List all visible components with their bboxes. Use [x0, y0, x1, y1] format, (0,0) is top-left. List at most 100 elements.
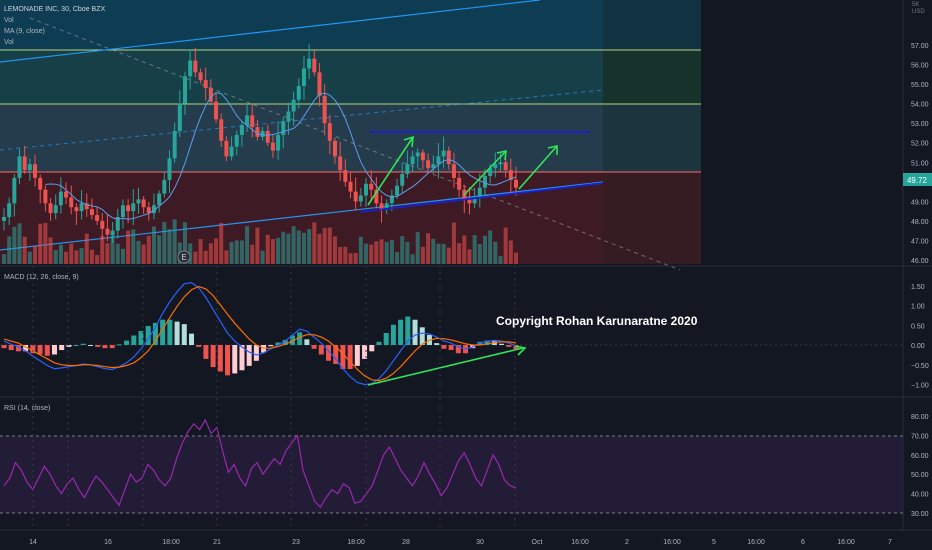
volume-bar — [270, 239, 275, 264]
vol-legend-2[interactable]: Vol — [4, 39, 14, 46]
volume-bar — [462, 235, 467, 264]
candle-body — [265, 131, 270, 143]
volume-bar — [415, 232, 420, 264]
volume-bar — [203, 250, 208, 264]
macd-hist-bar — [23, 345, 29, 352]
volume-bar — [498, 256, 503, 264]
fib-zone-top — [0, 0, 603, 50]
volume-bar — [374, 241, 379, 264]
macd-hist-bar — [80, 343, 86, 345]
channel-upper-line[interactable] — [0, 0, 541, 63]
ma-legend[interactable]: MA (9, close) — [4, 28, 45, 35]
candle-body — [508, 170, 513, 180]
macd-hist-bar — [441, 345, 447, 349]
volume-bar — [265, 234, 270, 264]
symbol-legend[interactable]: LEMONADE INC, 30, Cboe BZX — [4, 6, 105, 13]
volume-bar — [338, 246, 343, 264]
candle-body — [198, 72, 203, 81]
macd-hist-bar — [340, 345, 346, 370]
candle-body — [245, 115, 250, 126]
macd-hist-bar — [434, 343, 440, 345]
candle-body — [317, 72, 322, 96]
macd-hist-bar — [405, 316, 411, 345]
volume-bar — [43, 222, 48, 264]
candle-body — [286, 111, 291, 122]
candle-body — [224, 140, 229, 157]
rsi-tick: 40.00 — [911, 492, 929, 499]
vol-legend[interactable]: Vol — [4, 17, 14, 24]
volume-bar — [48, 237, 53, 264]
volume-bar — [477, 243, 482, 264]
price-tick: 46.00 — [911, 258, 929, 265]
last-price-badge — [903, 173, 932, 186]
volume-bar — [214, 238, 219, 264]
price-tick: 53.00 — [911, 121, 929, 128]
macd-pane[interactable]: Copyright Rohan Karunaratne 2020 — [0, 281, 903, 386]
price-tick: 52.00 — [911, 141, 929, 148]
volume-bar — [301, 232, 306, 264]
candle-body — [353, 191, 358, 202]
green-arrows — [367, 135, 558, 206]
macd-hist-bar — [124, 340, 130, 345]
volume-bar — [27, 251, 32, 264]
volume-bar — [482, 235, 487, 264]
macd-hist-bar — [455, 345, 461, 354]
candle-body — [219, 119, 224, 141]
macd-axis[interactable]: 1.50 1.00 0.50 0.00 −0.50 −1.00 — [911, 284, 929, 390]
price-axis[interactable]: 5K USD 57.00 56.00 55.00 54.00 53.00 52.00 51.… — [903, 2, 932, 265]
candle-body — [115, 217, 120, 231]
volume-bar — [224, 250, 229, 264]
volume-bar — [245, 226, 250, 264]
volume-bar — [296, 230, 301, 264]
volume-bar — [307, 229, 312, 264]
candle-body — [389, 195, 394, 204]
rsi-pane[interactable] — [0, 418, 903, 514]
volume-bar — [74, 250, 79, 264]
macd-hist-bar — [51, 345, 57, 355]
macd-hist-bar — [138, 331, 144, 345]
earnings-event-icon[interactable] — [177, 250, 191, 264]
volume-bar — [208, 243, 213, 264]
candle-body — [53, 205, 58, 214]
price-pane[interactable]: E — [0, 0, 701, 271]
candle-body — [374, 189, 379, 204]
time-tick: 6 — [801, 539, 805, 546]
rsi-axis[interactable]: 80.00 70.00 60.00 50.00 40.00 30.00 — [911, 414, 929, 518]
volume-bar — [451, 222, 456, 264]
volume-bar — [58, 244, 63, 264]
support-line[interactable] — [359, 182, 604, 213]
channel-mid-line[interactable] — [0, 89, 604, 151]
volume-bar — [260, 250, 265, 264]
candle-body — [126, 205, 131, 212]
candle-body — [488, 168, 493, 176]
candle-body — [38, 177, 43, 190]
rsi-legend[interactable]: RSI (14, close) — [4, 405, 50, 412]
candle-body — [327, 123, 332, 141]
time-tick: 14 — [29, 539, 37, 546]
candle-body — [105, 228, 110, 235]
candle-body — [141, 199, 146, 208]
price-tick: 54.00 — [911, 102, 929, 109]
macd-hist-bar — [354, 345, 360, 366]
macd-hist-bar — [66, 345, 72, 347]
volume-bar — [255, 227, 260, 264]
candle-body — [131, 203, 136, 212]
candle-body — [136, 199, 141, 204]
candle-body — [33, 164, 38, 178]
candle-body — [400, 174, 405, 186]
macd-hist-bar — [203, 345, 209, 359]
session-lines — [32, 266, 516, 530]
time-axis[interactable]: 14 16 18:00 21 23 18:00 28 30 Oct 16:00 2 16:00 5 16:… — [29, 539, 892, 546]
macd-legend[interactable]: MACD (12, 26, close, 9) — [4, 274, 79, 281]
macd-divergence-arrow — [367, 347, 524, 386]
candle-body — [255, 127, 260, 137]
macd-hist-bar — [102, 345, 108, 349]
axis-unit-ccy: USD — [912, 9, 925, 15]
candle-body — [7, 203, 12, 217]
candle-body — [514, 179, 518, 188]
volume-bar — [369, 244, 374, 264]
volume-bar — [426, 233, 431, 264]
macd-hist-bar — [369, 345, 375, 352]
volume-bar — [281, 231, 286, 264]
